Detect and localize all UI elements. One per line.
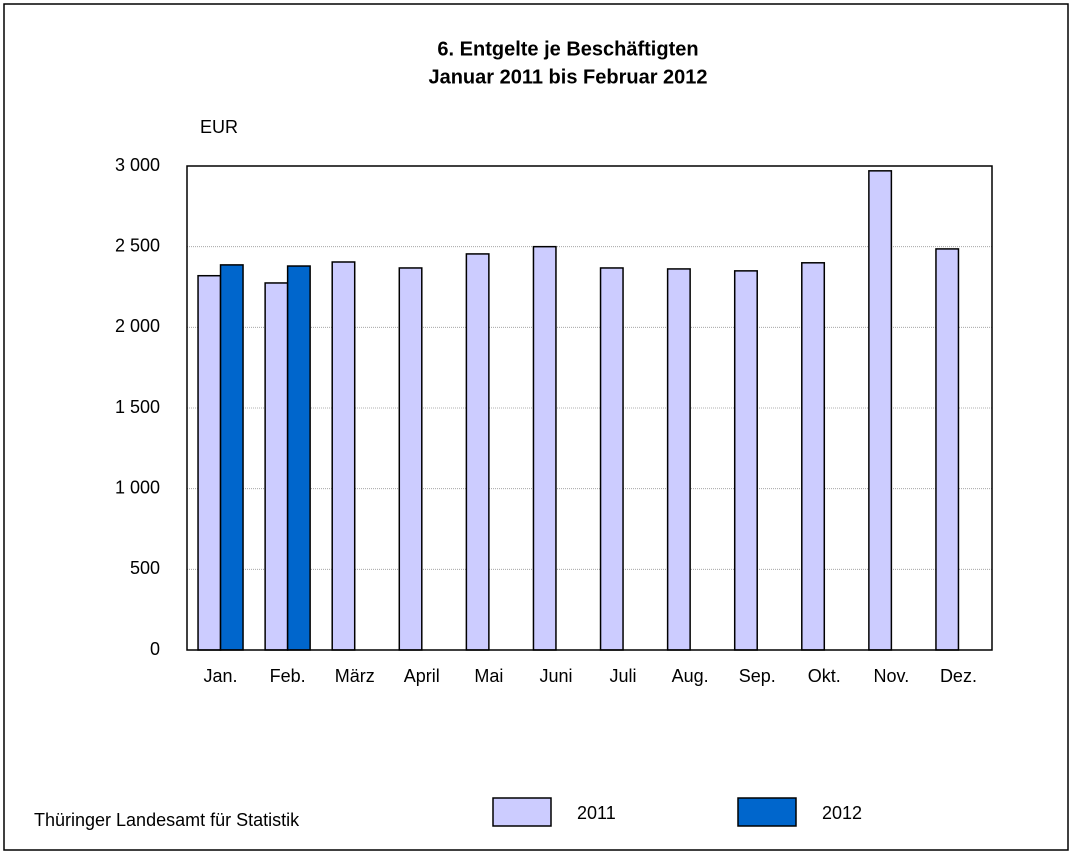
chart-subtitle: Januar 2011 bis Februar 2012 [428,66,707,88]
bar [801,262,826,651]
chart-title: 6. Entgelte je Beschäftigten [437,38,698,60]
bar [532,245,557,651]
x-tick-label: Juni [539,666,572,686]
y-axis-label: EUR [200,117,238,137]
y-tick-label: 3 000 [115,155,160,175]
bar [398,267,423,651]
bar [331,261,356,651]
x-tick-label: Jan. [204,666,238,686]
x-tick-label: März [335,666,375,686]
x-tick-label: Dez. [940,666,977,686]
x-tick-label: Juli [610,666,637,686]
bar [666,268,691,651]
y-tick-label: 500 [130,558,160,578]
legend-label: 2012 [822,803,862,823]
y-tick-label: 2 000 [115,316,160,336]
bar [465,253,490,651]
plot-area [186,165,993,651]
y-tick-label: 1 500 [115,397,160,417]
bar [264,282,289,651]
legend-label: 2011 [577,803,616,823]
bar [733,270,758,651]
bar [868,170,893,651]
x-tick-label: Nov. [874,666,910,686]
y-tick-label: 0 [150,639,160,659]
y-tick-label: 2 500 [115,235,160,255]
bar [935,248,960,651]
x-tick-label: Feb. [270,666,306,686]
y-tick-label: 1 000 [115,477,160,497]
x-tick-label: Sep. [739,666,776,686]
legend-swatch [737,797,797,827]
source: Thüringer Landesamt für Statistik [34,810,300,830]
legend-swatch [492,797,552,827]
x-tick-label: Okt. [808,666,841,686]
bar [599,267,624,651]
x-tick-label: April [404,666,440,686]
bar [197,274,222,651]
x-tick-label: Aug. [672,666,709,686]
bar [219,264,244,651]
bar [286,265,311,651]
x-tick-label: Mai [474,666,503,686]
